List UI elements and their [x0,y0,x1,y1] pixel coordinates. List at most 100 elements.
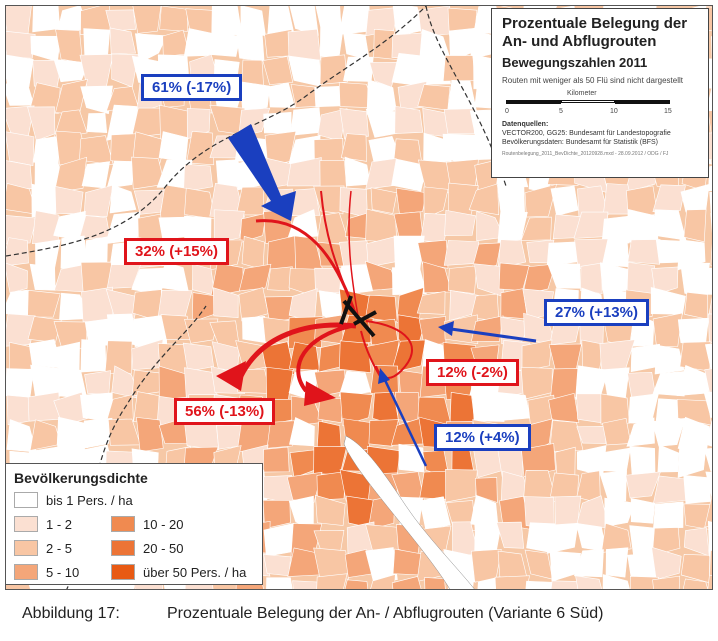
municipality-cell [83,28,111,59]
scale-unit: Kilometer [567,90,597,97]
municipality-cell [289,6,319,36]
municipality-cell [365,547,398,582]
municipality-cell [6,262,28,294]
municipality-cell [6,131,35,167]
municipality-cell [158,216,189,241]
municipality-cell [521,443,556,478]
municipality-cell [134,33,168,64]
municipality-cell [682,578,709,589]
municipality-cell [108,418,141,446]
municipality-cell [55,29,83,64]
municipality-cell [32,6,61,33]
municipality-cell [186,130,215,166]
municipality-cell [236,186,265,216]
sources-title: Datenquellen: [502,121,549,128]
municipality-cell [547,522,579,554]
legend-swatch [14,516,38,532]
legend-swatch [14,492,38,508]
municipality-cell [292,580,321,589]
municipality-cell [238,287,269,322]
municipality-cell [84,370,112,395]
municipality-cell [239,81,271,112]
municipality-cell [707,574,712,589]
municipality-cell [549,420,584,452]
municipality-cell [474,263,504,298]
municipality-cell [339,108,369,140]
municipality-cell [390,339,426,374]
municipality-cell [573,549,604,578]
legend-item: 5 - 10 [14,564,79,580]
legend-item: 1 - 2 [14,516,72,532]
municipality-cell [183,163,213,193]
note: Routen mit weniger als 50 Flü sind nicht… [502,76,683,85]
municipality-cell [625,471,661,499]
municipality-cell [651,546,682,580]
municipality-cell [650,286,686,315]
municipality-cell [474,523,502,554]
municipality-cell [684,291,709,320]
municipality-cell [109,184,137,214]
municipality-cell [192,292,217,323]
municipality-cell [629,445,656,478]
municipality-cell [548,392,580,423]
municipality-cell [680,553,710,584]
route-label: 12% (+4%) [434,424,531,451]
municipality-cell [651,527,681,557]
municipality-cell [109,27,136,55]
municipality-cell [315,494,346,526]
municipality-cell [83,184,114,218]
municipality-cell [447,265,478,294]
legend-item: 20 - 50 [111,540,183,556]
municipality-cell [683,475,711,504]
municipality-cell [30,35,61,63]
municipality-cell [6,215,37,245]
municipality-cell [339,340,372,373]
legend-label: 2 - 5 [46,540,73,556]
municipality-cell [627,371,656,399]
legend-item: 2 - 5 [14,540,72,556]
municipality-cell [416,291,446,315]
municipality-cell [524,549,553,580]
legend-label: 10 - 20 [143,516,184,532]
legend-item: bis 1 Pers. / ha [14,492,133,508]
municipality-cell [707,520,712,557]
legend-label: bis 1 Pers. / ha [46,492,133,508]
municipality-cell [27,289,61,318]
municipality-cell [627,239,661,265]
municipality-cell [339,187,368,219]
municipality-cell [524,183,557,218]
municipality-cell [339,391,373,426]
municipality-cell [319,54,348,85]
municipality-cell [630,498,656,524]
municipality-cell [262,56,294,86]
municipality-cell [683,527,710,557]
legend-swatch [14,564,38,580]
municipality-cell [424,577,446,589]
municipality-cell [601,522,632,553]
municipality-cell [261,341,295,375]
municipality-cell [471,242,502,271]
municipality-cell [577,185,609,218]
municipality-cell [475,477,498,503]
municipality-cell [601,215,630,244]
municipality-cell [657,444,680,473]
municipality-cell [209,182,245,218]
red-arrowhead [216,361,246,391]
municipality-cell [655,239,685,264]
municipality-cell [266,420,295,449]
municipality-cell [55,78,88,115]
municipality-cell [132,6,162,34]
legend-swatch [14,540,38,556]
municipality-cell [106,160,134,189]
municipality-cell [343,56,374,82]
municipality-cell [521,339,553,372]
municipality-cell [522,263,556,296]
municipality-cell [520,366,553,400]
municipality-cell [6,31,36,59]
municipality-cell [575,575,603,589]
municipality-cell [417,239,449,269]
municipality-cell [213,209,245,244]
municipality-cell [156,261,189,292]
municipality-cell [29,263,56,291]
municipality-cell [366,236,398,268]
